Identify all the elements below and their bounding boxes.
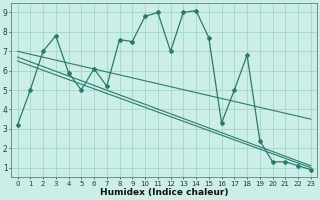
X-axis label: Humidex (Indice chaleur): Humidex (Indice chaleur): [100, 188, 228, 197]
